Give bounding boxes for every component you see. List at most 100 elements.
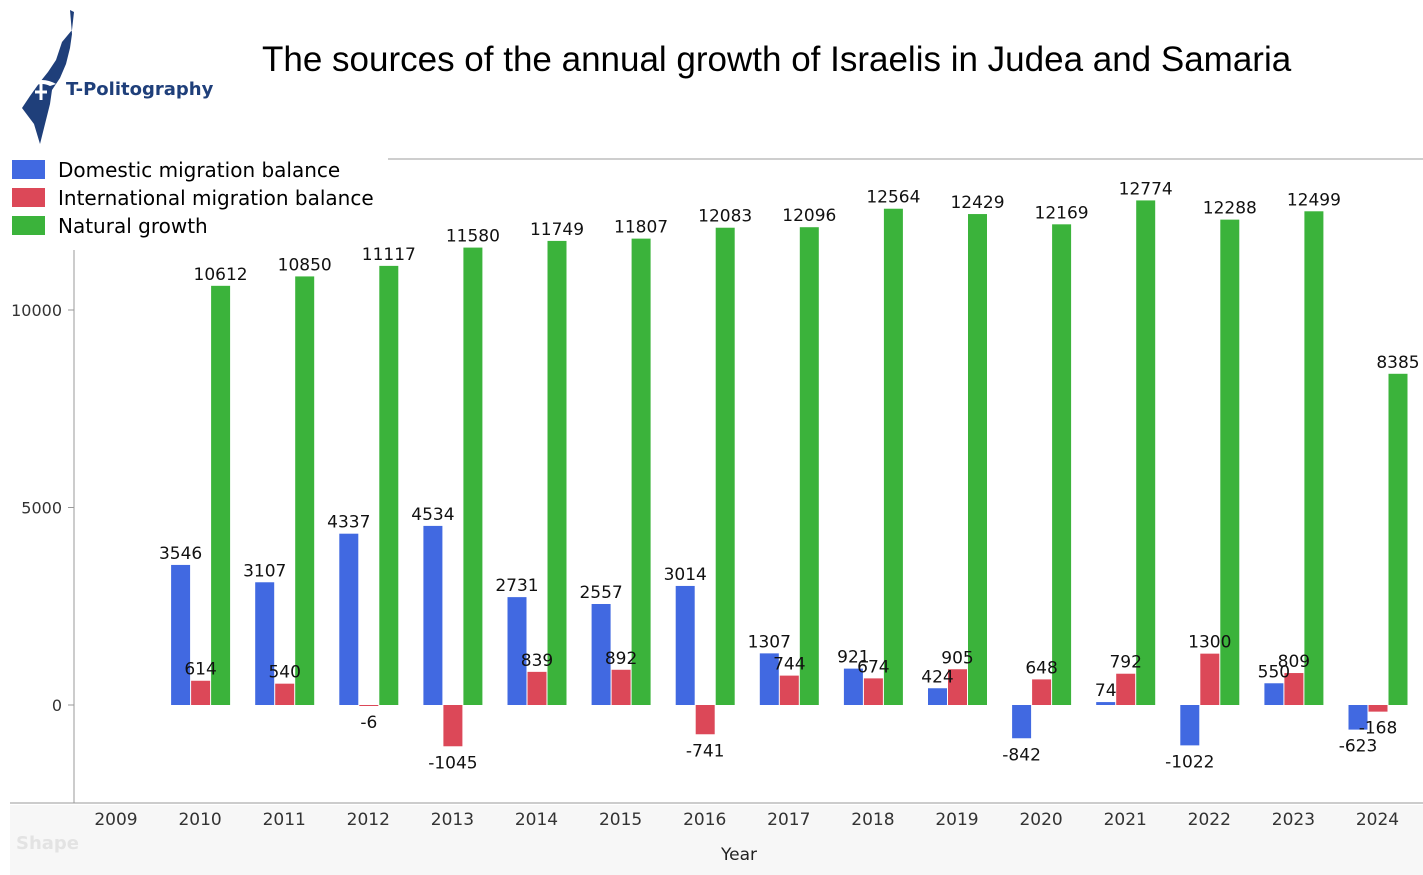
data-label: 11807 — [614, 218, 668, 238]
bar-1-2014 — [527, 671, 547, 705]
legend-item-international: International migration balance — [0, 184, 388, 212]
y-tick-label: 10000 — [11, 301, 62, 320]
bar-1-2021 — [1116, 673, 1136, 705]
bar-2-2015 — [631, 238, 651, 705]
bar-0-2012 — [339, 533, 359, 705]
data-label: 12429 — [950, 193, 1004, 213]
bar-1-2018 — [863, 678, 883, 705]
data-label: -168 — [1359, 719, 1398, 739]
bar-2-2022 — [1220, 219, 1240, 705]
bar-0-2017 — [759, 653, 779, 705]
bar-1-2010 — [191, 680, 211, 705]
bar-2-2016 — [715, 227, 735, 705]
data-label: 11580 — [446, 227, 500, 247]
data-label: -1045 — [428, 753, 477, 773]
bar-2-2010 — [211, 285, 231, 705]
x-tick-label: 2017 — [767, 810, 810, 830]
data-label: 424 — [921, 667, 953, 687]
data-label: 12774 — [1119, 179, 1173, 199]
bar-1-2017 — [779, 675, 799, 705]
x-tick-label: 2019 — [935, 810, 978, 830]
bar-2-2018 — [883, 208, 903, 706]
bar-0-2024 — [1348, 705, 1368, 730]
bar-2-2019 — [968, 214, 987, 705]
x-axis-label: Year — [721, 845, 757, 865]
bar-2-2013 — [463, 247, 483, 705]
bar-2-2021 — [1136, 200, 1156, 705]
data-label: 8385 — [1376, 353, 1419, 373]
x-tick-label: 2011 — [263, 810, 306, 830]
legend-label-natural: Natural growth — [58, 214, 208, 238]
x-tick-label: 2014 — [515, 810, 558, 830]
x-tick-label: 2022 — [1188, 810, 1231, 830]
x-tick-label: 2018 — [851, 810, 894, 830]
data-label: 74 — [1095, 681, 1117, 701]
bar-1-2011 — [275, 683, 295, 705]
data-label: 12083 — [698, 207, 752, 227]
legend-swatch-domestic — [12, 160, 45, 179]
data-label: 12096 — [782, 206, 836, 226]
bar-1-2012 — [359, 705, 379, 706]
data-label: 10850 — [278, 255, 332, 275]
data-label: 3014 — [664, 565, 707, 585]
x-tick-label: 2013 — [431, 810, 474, 830]
bar-0-2011 — [255, 582, 275, 705]
x-tick-label: 2015 — [599, 810, 642, 830]
bar-0-2018 — [843, 668, 863, 705]
data-label: 839 — [521, 651, 553, 671]
data-label: 674 — [857, 657, 889, 677]
legend-label-international: International migration balance — [58, 186, 374, 210]
y-tick-label: 5000 — [21, 499, 62, 518]
bar-1-2020 — [1032, 679, 1052, 705]
x-tick-label: 2010 — [178, 810, 221, 830]
bar-2-2023 — [1304, 211, 1324, 706]
data-label: 11117 — [362, 245, 416, 265]
x-axis-band — [10, 805, 1423, 875]
axes: 0 5000 10000 2009 2010 2011 2012 2013 2014 2015 20… — [10, 158, 1423, 875]
data-label: 744 — [773, 655, 805, 675]
data-label: 921 — [837, 648, 869, 668]
data-label: 648 — [1025, 658, 1057, 678]
x-tick-label: 2023 — [1272, 810, 1315, 830]
data-label: -6 — [360, 713, 377, 733]
data-label: 12288 — [1203, 199, 1257, 219]
legend-swatch-international — [12, 188, 45, 207]
legend-label-domestic: Domestic migration balance — [58, 158, 341, 182]
bar-0-2014 — [507, 597, 527, 705]
data-label: 2731 — [495, 576, 538, 596]
data-label: 540 — [268, 663, 300, 683]
data-label: 12564 — [866, 188, 920, 208]
data-label: 614 — [184, 660, 216, 680]
data-label: 809 — [1278, 652, 1310, 672]
x-tick-label: 2012 — [347, 810, 390, 830]
bar-0-2019 — [928, 688, 947, 705]
bar-0-2021 — [1096, 702, 1116, 705]
israel-map-logo-icon — [22, 10, 74, 144]
bar-0-2013 — [423, 525, 443, 705]
data-label: 1300 — [1188, 633, 1231, 653]
bar-1-2019 — [948, 669, 967, 705]
chart-title: The sources of the annual growth of Isra… — [262, 40, 1292, 79]
bar-0-2020 — [1012, 705, 1032, 739]
bar-0-2023 — [1264, 683, 1284, 705]
data-label: -741 — [686, 741, 725, 761]
data-label: 3107 — [243, 561, 286, 581]
data-label: 892 — [605, 649, 637, 669]
legend-item-natural: Natural growth — [0, 212, 388, 240]
data-label: 905 — [941, 648, 973, 668]
bar-2-2014 — [547, 240, 567, 706]
x-tick-label: 2021 — [1104, 810, 1147, 830]
data-label: 4534 — [411, 505, 454, 525]
bar-2-2024 — [1388, 373, 1408, 705]
y-tick-label: 0 — [52, 696, 62, 715]
bar-0-2010 — [171, 564, 191, 705]
data-label: 792 — [1109, 653, 1141, 673]
bar-0-2016 — [675, 585, 695, 705]
data-label: 3546 — [159, 544, 202, 564]
legend-item-domestic: Domestic migration balance — [0, 156, 388, 184]
bar-1-2016 — [695, 705, 715, 735]
data-label: -623 — [1339, 737, 1378, 757]
data-label: 1307 — [748, 632, 791, 652]
bar-1-2022 — [1200, 653, 1220, 705]
